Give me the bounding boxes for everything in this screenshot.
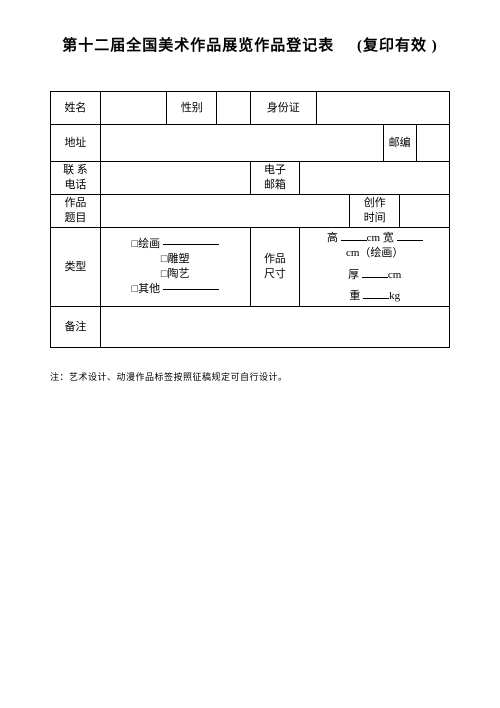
label-phone-l1: 联 系 <box>63 164 88 176</box>
label-name: 姓名 <box>51 92 101 125</box>
type-blank-other[interactable] <box>163 289 219 290</box>
field-size[interactable]: 高 cm 宽 cm（绘画） 厚 cm 重 kg <box>300 228 450 307</box>
page-title: 第十二届全国美术作品展览作品登记表 (复印有效 ) <box>50 34 450 55</box>
field-phone[interactable] <box>100 162 250 195</box>
field-work-title[interactable] <box>100 195 349 228</box>
blank-thick[interactable] <box>362 267 388 278</box>
label-email: 电子 邮箱 <box>250 162 300 195</box>
label-email-l1: 电子 <box>264 164 286 176</box>
size-line-hw: 高 cm 宽 cm（绘画） <box>300 230 449 261</box>
label-work-title-l1: 作品 <box>64 197 86 209</box>
field-address[interactable] <box>100 125 383 162</box>
size-line-weight: 重 kg <box>300 288 449 304</box>
label-id: 身份证 <box>250 92 317 125</box>
label-work-title-l2: 题目 <box>64 212 86 224</box>
type-opt-painting[interactable]: □绘画 <box>131 238 160 250</box>
field-email[interactable] <box>300 162 450 195</box>
field-create-time[interactable] <box>400 195 450 228</box>
size-h: 高 <box>327 232 338 244</box>
label-size-l2: 尺寸 <box>264 268 286 280</box>
unit-cm1: cm <box>367 232 380 244</box>
unit-cm-paint: cm（绘画） <box>346 247 403 259</box>
registration-form-page: 第十二届全国美术作品展览作品登记表 (复印有效 ) 姓名 性别 身份证 地址 邮… <box>0 0 500 708</box>
label-phone: 联 系 电话 <box>51 162 101 195</box>
type-blank-painting[interactable] <box>163 244 219 245</box>
field-gender[interactable] <box>217 92 250 125</box>
unit-cm2: cm <box>388 269 401 281</box>
blank-weight[interactable] <box>363 288 389 299</box>
title-main: 第十二届全国美术作品展览作品登记表 <box>62 38 334 54</box>
label-phone-l2: 电话 <box>64 179 86 191</box>
label-postcode: 邮编 <box>383 125 416 162</box>
registration-table: 姓名 性别 身份证 地址 邮编 联 系 电话 电子 邮箱 <box>50 91 450 348</box>
label-size-l1: 作品 <box>264 253 286 265</box>
field-type-options[interactable]: □绘画 □雕塑 □陶艺 □其他 <box>100 228 250 307</box>
label-address: 地址 <box>51 125 101 162</box>
row-name: 姓名 性别 身份证 <box>51 92 450 125</box>
type-opt-sculpture[interactable]: □雕塑 <box>161 253 190 265</box>
title-suffix: (复印有效 ) <box>357 34 438 55</box>
label-type: 类型 <box>51 228 101 307</box>
row-contact: 联 系 电话 电子 邮箱 <box>51 162 450 195</box>
type-opt-other[interactable]: □其他 <box>131 283 160 295</box>
blank-width[interactable] <box>397 230 423 241</box>
label-work-title: 作品 题目 <box>51 195 101 228</box>
size-thick: 厚 <box>348 269 359 281</box>
unit-kg: kg <box>389 290 400 302</box>
blank-height[interactable] <box>341 230 367 241</box>
label-create-time: 创作 时间 <box>350 195 400 228</box>
row-work-title: 作品 题目 创作 时间 <box>51 195 450 228</box>
field-postcode[interactable] <box>416 125 449 162</box>
label-email-l2: 邮箱 <box>264 179 286 191</box>
row-type-size: 类型 □绘画 □雕塑 □陶艺 □其他 作品 尺寸 高 cm 宽 cm（绘画） 厚… <box>51 228 450 307</box>
footnote: 注：艺术设计、动漫作品标签按照征稿规定可自行设计。 <box>50 370 450 383</box>
field-id[interactable] <box>317 92 450 125</box>
size-line-thick: 厚 cm <box>300 267 449 283</box>
label-ctime-l1: 创作 <box>364 197 386 209</box>
row-remark: 备注 <box>51 307 450 348</box>
row-address: 地址 邮编 <box>51 125 450 162</box>
label-ctime-l2: 时间 <box>364 212 386 224</box>
type-opt-ceramics[interactable]: □陶艺 <box>161 268 190 280</box>
label-remark: 备注 <box>51 307 101 348</box>
label-gender: 性别 <box>167 92 217 125</box>
size-weight: 重 <box>349 290 360 302</box>
size-w: 宽 <box>383 232 394 244</box>
field-remark[interactable] <box>100 307 449 348</box>
field-name[interactable] <box>100 92 167 125</box>
label-size: 作品 尺寸 <box>250 228 300 307</box>
